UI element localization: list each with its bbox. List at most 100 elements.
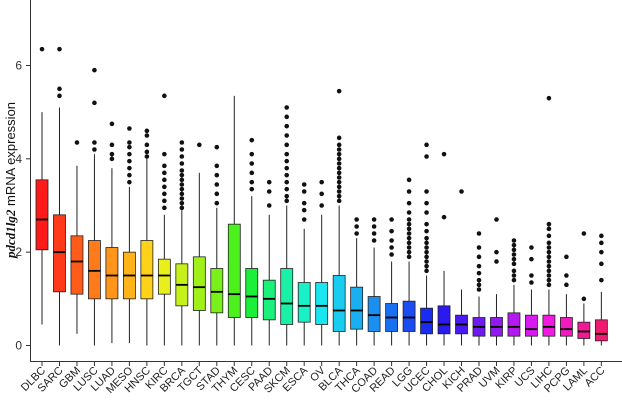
outlier-point (529, 256, 534, 262)
outlier-point (424, 263, 429, 269)
box-pcpg (560, 254, 573, 346)
outlier-point (581, 296, 587, 302)
box-iqr (262, 279, 276, 321)
outlier-point (179, 196, 185, 201)
outlier-point (127, 151, 132, 157)
outlier-point (546, 282, 552, 288)
box-lusc (88, 67, 101, 346)
outlier-point (424, 268, 429, 274)
box-iqr (402, 300, 416, 332)
outlier-point (581, 231, 587, 236)
box-thca (350, 217, 364, 346)
y-tick-label: 4 (15, 152, 22, 166)
outlier-point (127, 140, 132, 145)
outlier-point (284, 186, 290, 192)
outlier-point (179, 191, 185, 197)
outlier-point (109, 142, 115, 148)
outlier-point (284, 198, 290, 204)
box-coad (367, 217, 381, 346)
outlier-point (162, 191, 167, 197)
y-ticks: 0 2 4 6 (15, 59, 30, 353)
box-iqr (525, 314, 538, 337)
outlier-point (371, 231, 377, 236)
outlier-point (389, 228, 394, 234)
outlier-point (127, 172, 132, 178)
outlier-point (511, 242, 517, 248)
outlier-point (284, 179, 290, 185)
outlier-point (74, 140, 80, 145)
outlier-point (336, 151, 342, 157)
outlier-point (57, 46, 62, 52)
y-tick-label: 0 (15, 339, 22, 353)
outlier-point (109, 121, 115, 127)
outlier-point (179, 172, 185, 178)
outlier-point (336, 175, 342, 180)
outlier-point (424, 200, 429, 206)
outlier-point (144, 149, 150, 155)
outlier-point (599, 240, 604, 246)
outlier-point (92, 100, 97, 106)
box-paad (262, 179, 276, 346)
outlier-point (336, 189, 342, 194)
outlier-point (406, 249, 412, 255)
outlier-point (301, 189, 307, 194)
outlier-point (144, 154, 150, 159)
outlier-point (162, 205, 167, 211)
box-iqr (594, 319, 608, 342)
outlier-point (301, 217, 307, 222)
outlier-point (546, 273, 552, 278)
box-iqr (157, 258, 171, 295)
outlier-point (424, 228, 429, 234)
outlier-point (424, 210, 429, 215)
outlier-point (529, 273, 534, 278)
outlier-point (546, 95, 552, 101)
outlier-point (546, 249, 552, 255)
box-cesc (245, 137, 259, 346)
outlier-point (459, 189, 464, 194)
outlier-point (529, 280, 534, 285)
outlier-point (406, 235, 412, 241)
outlier-point (336, 156, 342, 162)
outlier-point (179, 168, 185, 173)
outlier-point (179, 147, 185, 152)
box-iqr (35, 179, 49, 251)
box-iqr (227, 223, 241, 318)
outlier-point (476, 263, 482, 269)
outlier-point (511, 277, 517, 283)
outlier-point (284, 158, 290, 164)
outlier-point (406, 245, 412, 250)
outlier-point (406, 217, 412, 222)
box-chol (437, 151, 451, 346)
box-uvm (490, 217, 503, 346)
outlier-point (214, 191, 220, 197)
outlier-point (336, 142, 342, 148)
box-iqr (367, 296, 381, 332)
outlier-point (162, 163, 167, 169)
outlier-point (319, 179, 324, 185)
outlier-point (406, 240, 412, 246)
outlier-point (494, 259, 499, 264)
box-iqr (53, 214, 66, 293)
outlier-point (179, 177, 185, 183)
y-axis-title: pdcd1lg2 mRNA expression (3, 102, 18, 259)
box-prad (472, 231, 486, 346)
outlier-point (127, 165, 132, 171)
box-kirc (157, 93, 171, 346)
outlier-point (599, 261, 604, 267)
outlier-point (424, 142, 429, 148)
box-hnsc (140, 128, 154, 346)
box-ov (315, 179, 329, 346)
box-kich (455, 189, 468, 346)
outlier-point (546, 240, 552, 246)
outlier-point (494, 217, 499, 222)
outlier-point (162, 151, 167, 157)
outlier-point (511, 247, 517, 253)
outlier-point (511, 238, 517, 243)
outlier-point (476, 282, 482, 288)
outlier-point (336, 161, 342, 166)
outlier-point (92, 147, 97, 152)
outlier-point (424, 249, 429, 255)
box-blca (332, 88, 346, 346)
outlier-point (162, 93, 167, 99)
